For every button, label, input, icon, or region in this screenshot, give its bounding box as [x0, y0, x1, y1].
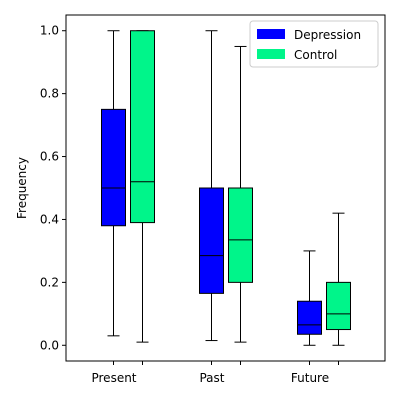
- y-tick-label: 0.0: [40, 338, 59, 352]
- y-tick-label: 0.2: [40, 275, 59, 289]
- y-tick-label: 1.0: [40, 24, 59, 38]
- box-depression-present: [101, 30, 126, 337]
- box-depression-future: [297, 250, 322, 346]
- legend-label-control: Control: [294, 48, 337, 62]
- box-body: [199, 187, 224, 294]
- y-axis-label: Frequency: [15, 157, 29, 219]
- box-control-future: [326, 212, 351, 346]
- box-control-past: [228, 45, 253, 343]
- box-depression-past: [199, 30, 224, 342]
- box-body: [326, 281, 351, 331]
- legend: Depression Control: [249, 20, 379, 68]
- box-body: [101, 108, 126, 227]
- legend-label-depression: Depression: [294, 28, 361, 42]
- legend-swatch-depression: [257, 29, 285, 39]
- axes-layer: [65, 14, 386, 362]
- box-control-present: [130, 30, 155, 343]
- y-axis-ticks: 0.0 0.2 0.4 0.6 0.8 1.0: [40, 24, 66, 352]
- y-tick-label: 0.4: [40, 212, 59, 226]
- plot-area-frame: [65, 14, 386, 362]
- x-tick-label: Future: [291, 371, 329, 385]
- x-tick-label: Present: [91, 371, 136, 385]
- x-tick-label: Past: [199, 371, 224, 385]
- box-body: [297, 300, 322, 335]
- x-axis-ticks: Present Past Future: [91, 361, 339, 385]
- box-body: [228, 187, 253, 283]
- box-body: [130, 30, 155, 224]
- y-tick-label: 0.6: [40, 150, 59, 164]
- boxes-layer: [101, 30, 351, 346]
- y-tick-label: 0.8: [40, 87, 59, 101]
- legend-swatch-control: [257, 49, 285, 59]
